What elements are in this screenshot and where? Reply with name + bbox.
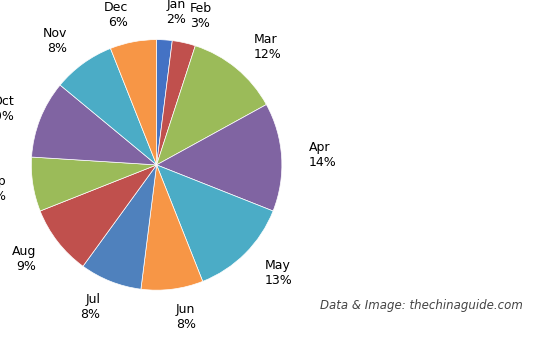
- Wedge shape: [157, 40, 172, 165]
- Text: Jul
8%: Jul 8%: [80, 293, 100, 321]
- Wedge shape: [40, 165, 157, 266]
- Wedge shape: [157, 46, 266, 165]
- Text: Dec
6%: Dec 6%: [104, 1, 128, 29]
- Wedge shape: [31, 157, 157, 211]
- Wedge shape: [31, 85, 157, 165]
- Text: Nov
8%: Nov 8%: [42, 27, 67, 55]
- Wedge shape: [157, 165, 273, 282]
- Wedge shape: [157, 40, 195, 165]
- Text: Sep
7%: Sep 7%: [0, 175, 5, 203]
- Wedge shape: [111, 40, 157, 165]
- Text: Jan
2%: Jan 2%: [166, 0, 186, 27]
- Text: Oct
10%: Oct 10%: [0, 95, 15, 123]
- Wedge shape: [83, 165, 157, 289]
- Text: Data & Image: thechinaguide.com: Data & Image: thechinaguide.com: [320, 300, 523, 312]
- Text: Jun
8%: Jun 8%: [176, 303, 196, 330]
- Wedge shape: [60, 48, 157, 165]
- Text: May
13%: May 13%: [265, 259, 293, 287]
- Wedge shape: [157, 104, 282, 211]
- Wedge shape: [141, 165, 202, 290]
- Text: Apr
14%: Apr 14%: [309, 141, 337, 169]
- Text: Mar
12%: Mar 12%: [254, 33, 282, 61]
- Text: Aug
9%: Aug 9%: [11, 244, 36, 273]
- Text: Feb
3%: Feb 3%: [190, 2, 212, 30]
